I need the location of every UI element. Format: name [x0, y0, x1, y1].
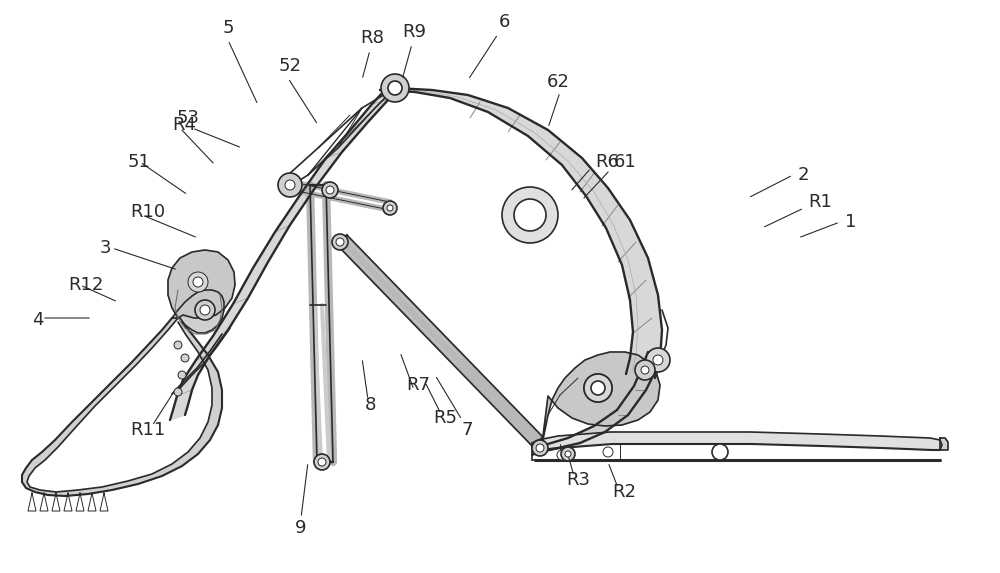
Circle shape — [332, 234, 348, 250]
Polygon shape — [172, 328, 230, 394]
Circle shape — [635, 360, 655, 380]
Circle shape — [278, 173, 302, 197]
Text: 3: 3 — [100, 239, 112, 257]
Text: 62: 62 — [547, 73, 569, 91]
Polygon shape — [170, 88, 400, 420]
Text: 2: 2 — [798, 166, 810, 184]
Text: R8: R8 — [360, 29, 384, 47]
Circle shape — [536, 444, 544, 452]
Circle shape — [388, 81, 402, 95]
Text: R12: R12 — [68, 276, 103, 294]
Polygon shape — [168, 250, 235, 318]
Text: R7: R7 — [406, 376, 430, 394]
Text: R9: R9 — [402, 23, 426, 41]
Circle shape — [188, 272, 208, 292]
Circle shape — [591, 381, 605, 395]
Text: R5: R5 — [433, 409, 457, 427]
Circle shape — [174, 341, 182, 349]
Circle shape — [381, 74, 409, 102]
Text: R3: R3 — [566, 471, 590, 489]
Text: R1: R1 — [808, 193, 832, 211]
Polygon shape — [380, 88, 662, 378]
Text: R6: R6 — [595, 153, 619, 171]
Text: 51: 51 — [128, 153, 151, 171]
Polygon shape — [337, 235, 543, 447]
Text: 52: 52 — [278, 57, 302, 75]
Circle shape — [646, 348, 670, 372]
Circle shape — [181, 354, 189, 362]
Circle shape — [641, 366, 649, 374]
Polygon shape — [532, 432, 942, 455]
Polygon shape — [22, 318, 222, 496]
Circle shape — [387, 205, 393, 211]
Text: 8: 8 — [364, 396, 376, 414]
Circle shape — [584, 374, 612, 402]
Circle shape — [200, 305, 210, 315]
Polygon shape — [172, 290, 224, 333]
Text: 4: 4 — [32, 311, 44, 329]
Text: 9: 9 — [295, 519, 307, 537]
Circle shape — [193, 277, 203, 287]
Circle shape — [314, 454, 330, 470]
Circle shape — [285, 180, 295, 190]
Circle shape — [584, 374, 612, 402]
Text: R2: R2 — [612, 483, 636, 501]
Text: 7: 7 — [461, 421, 473, 439]
Text: 6: 6 — [498, 13, 510, 31]
Circle shape — [603, 447, 613, 457]
Circle shape — [557, 450, 567, 460]
Circle shape — [532, 440, 548, 456]
Text: 53: 53 — [176, 109, 200, 127]
Circle shape — [502, 187, 558, 243]
Circle shape — [591, 381, 605, 395]
Polygon shape — [535, 352, 660, 450]
Circle shape — [322, 182, 338, 198]
Circle shape — [174, 388, 182, 396]
Text: 1: 1 — [845, 213, 856, 231]
Text: 61: 61 — [614, 153, 637, 171]
Text: R10: R10 — [130, 203, 165, 221]
Circle shape — [383, 201, 397, 215]
Polygon shape — [940, 438, 948, 450]
Circle shape — [561, 447, 575, 461]
Circle shape — [178, 371, 186, 379]
Circle shape — [653, 355, 663, 365]
Polygon shape — [542, 352, 660, 444]
Circle shape — [712, 444, 728, 460]
Circle shape — [326, 186, 334, 194]
Text: 5: 5 — [222, 19, 234, 37]
Text: R11: R11 — [130, 421, 166, 439]
Text: R4: R4 — [172, 116, 196, 134]
Circle shape — [195, 300, 215, 320]
Circle shape — [318, 458, 326, 466]
Circle shape — [565, 451, 571, 457]
Circle shape — [336, 238, 344, 246]
Circle shape — [514, 199, 546, 231]
